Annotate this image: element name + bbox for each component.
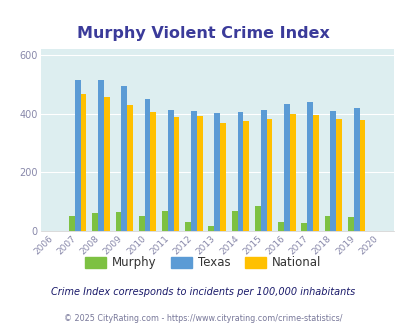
Bar bbox=[260, 110, 266, 231]
Bar bbox=[104, 97, 109, 231]
Bar bbox=[185, 222, 191, 231]
Bar bbox=[277, 222, 284, 231]
Bar bbox=[173, 117, 179, 231]
Bar bbox=[150, 113, 156, 231]
Bar bbox=[237, 112, 243, 231]
Bar bbox=[307, 102, 312, 231]
Bar bbox=[289, 114, 295, 231]
Bar bbox=[266, 118, 272, 231]
Bar bbox=[115, 212, 121, 231]
Bar bbox=[162, 211, 167, 231]
Text: Murphy Violent Crime Index: Murphy Violent Crime Index bbox=[77, 26, 328, 41]
Bar bbox=[208, 226, 214, 231]
Bar bbox=[312, 115, 318, 231]
Text: Crime Index corresponds to incidents per 100,000 inhabitants: Crime Index corresponds to incidents per… bbox=[51, 287, 354, 297]
Bar bbox=[69, 216, 75, 231]
Bar bbox=[144, 99, 150, 231]
Bar bbox=[284, 104, 289, 231]
Bar bbox=[98, 80, 104, 231]
Bar bbox=[167, 111, 173, 231]
Text: © 2025 CityRating.com - https://www.cityrating.com/crime-statistics/: © 2025 CityRating.com - https://www.city… bbox=[64, 314, 341, 323]
Bar bbox=[347, 217, 353, 231]
Bar bbox=[139, 216, 144, 231]
Bar bbox=[301, 223, 307, 231]
Bar bbox=[81, 94, 86, 231]
Bar bbox=[324, 216, 330, 231]
Bar bbox=[196, 116, 202, 231]
Bar bbox=[92, 213, 98, 231]
Bar bbox=[243, 121, 249, 231]
Bar bbox=[353, 108, 359, 231]
Bar bbox=[335, 119, 341, 231]
Bar bbox=[254, 206, 260, 231]
Bar bbox=[191, 111, 196, 231]
Bar bbox=[231, 211, 237, 231]
Bar bbox=[121, 86, 127, 231]
Bar bbox=[75, 80, 81, 231]
Bar bbox=[330, 111, 335, 231]
Bar bbox=[359, 120, 364, 231]
Bar bbox=[127, 105, 133, 231]
Bar bbox=[220, 123, 225, 231]
Bar bbox=[214, 113, 220, 231]
Legend: Murphy, Texas, National: Murphy, Texas, National bbox=[80, 252, 325, 274]
